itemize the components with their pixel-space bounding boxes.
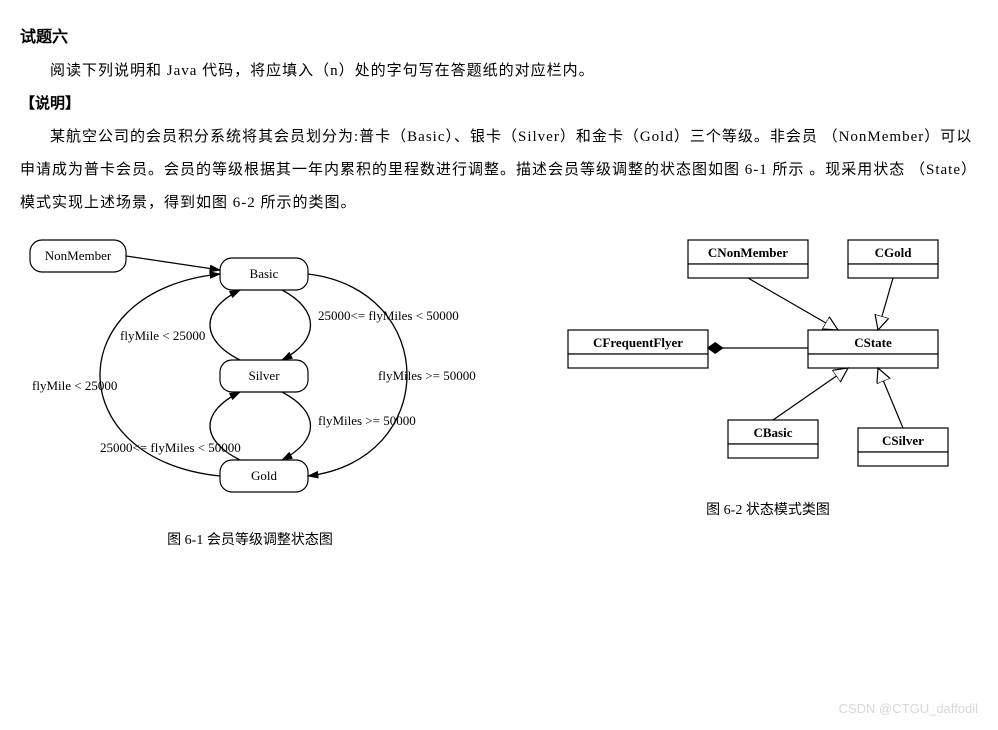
figure-6-2: CNonMember CGold CFrequentFlyer CState C [558,230,978,527]
figures-row: NonMember Basic Silver Gold 25000<= flyM… [20,230,978,557]
section-label: 【说明】 [20,88,978,121]
node-silver-label: Silver [248,368,280,383]
edge-silver-gold [282,392,311,460]
class-cbasic: CBasic [728,420,818,458]
state-diagram-svg: NonMember Basic Silver Gold 25000<= flyM… [20,230,480,520]
node-nonmember-label: NonMember [45,248,112,263]
node-gold-label: Gold [251,468,278,483]
label-basic-silver: 25000<= flyMiles < 50000 [318,308,459,323]
watermark: CSDN @CTGU_daffodil [839,695,978,724]
class-cfrequentflyer-label: CFrequentFlyer [593,335,683,350]
edge-silver-basic [210,290,240,360]
class-cgold: CGold [848,240,938,278]
gen-cbasic-cstate [773,368,848,420]
class-cstate-label: CState [854,335,892,350]
caption-6-2: 图 6-2 状态模式类图 [706,496,830,527]
class-cgold-label: CGold [875,245,913,260]
figure-6-1: NonMember Basic Silver Gold 25000<= flyM… [20,230,480,557]
edge-basic-silver [282,290,311,360]
class-diagram-svg: CNonMember CGold CFrequentFlyer CState C [558,230,978,490]
class-cnonmember-label: CNonMember [708,245,788,260]
label-basic-gold: flyMiles >= 50000 [378,368,476,383]
class-cbasic-label: CBasic [754,425,793,440]
gen-cnonmember-cstate [748,278,838,330]
label-silver-basic: flyMile < 25000 [120,328,205,343]
label-gold-silver: 25000<= flyMiles < 50000 [100,440,241,455]
body-paragraph: 某航空公司的会员积分系统将其会员划分为:普卡（Basic）、银卡（Silver）… [20,121,978,220]
gen-cgold-cstate [878,278,893,330]
class-cstate: CState [808,330,938,368]
label-gold-basic: flyMile < 25000 [32,378,117,393]
class-cfrequentflyer: CFrequentFlyer [568,330,708,368]
intro-paragraph: 阅读下列说明和 Java 代码，将应填入（n）处的字句写在答题纸的对应栏内。 [20,55,978,88]
gen-csilver-cstate [878,368,903,428]
question-title: 试题六 [20,20,978,55]
caption-6-1: 图 6-1 会员等级调整状态图 [167,526,333,557]
node-basic-label: Basic [250,266,279,281]
edge-nonmember-basic [126,256,220,270]
class-csilver: CSilver [858,428,948,466]
label-silver-gold: flyMiles >= 50000 [318,413,416,428]
class-csilver-label: CSilver [882,433,924,448]
class-cnonmember: CNonMember [688,240,808,278]
